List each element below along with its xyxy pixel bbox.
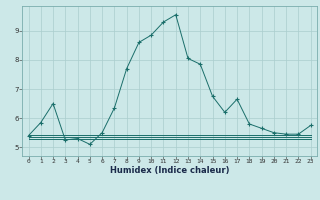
X-axis label: Humidex (Indice chaleur): Humidex (Indice chaleur)	[110, 166, 229, 175]
